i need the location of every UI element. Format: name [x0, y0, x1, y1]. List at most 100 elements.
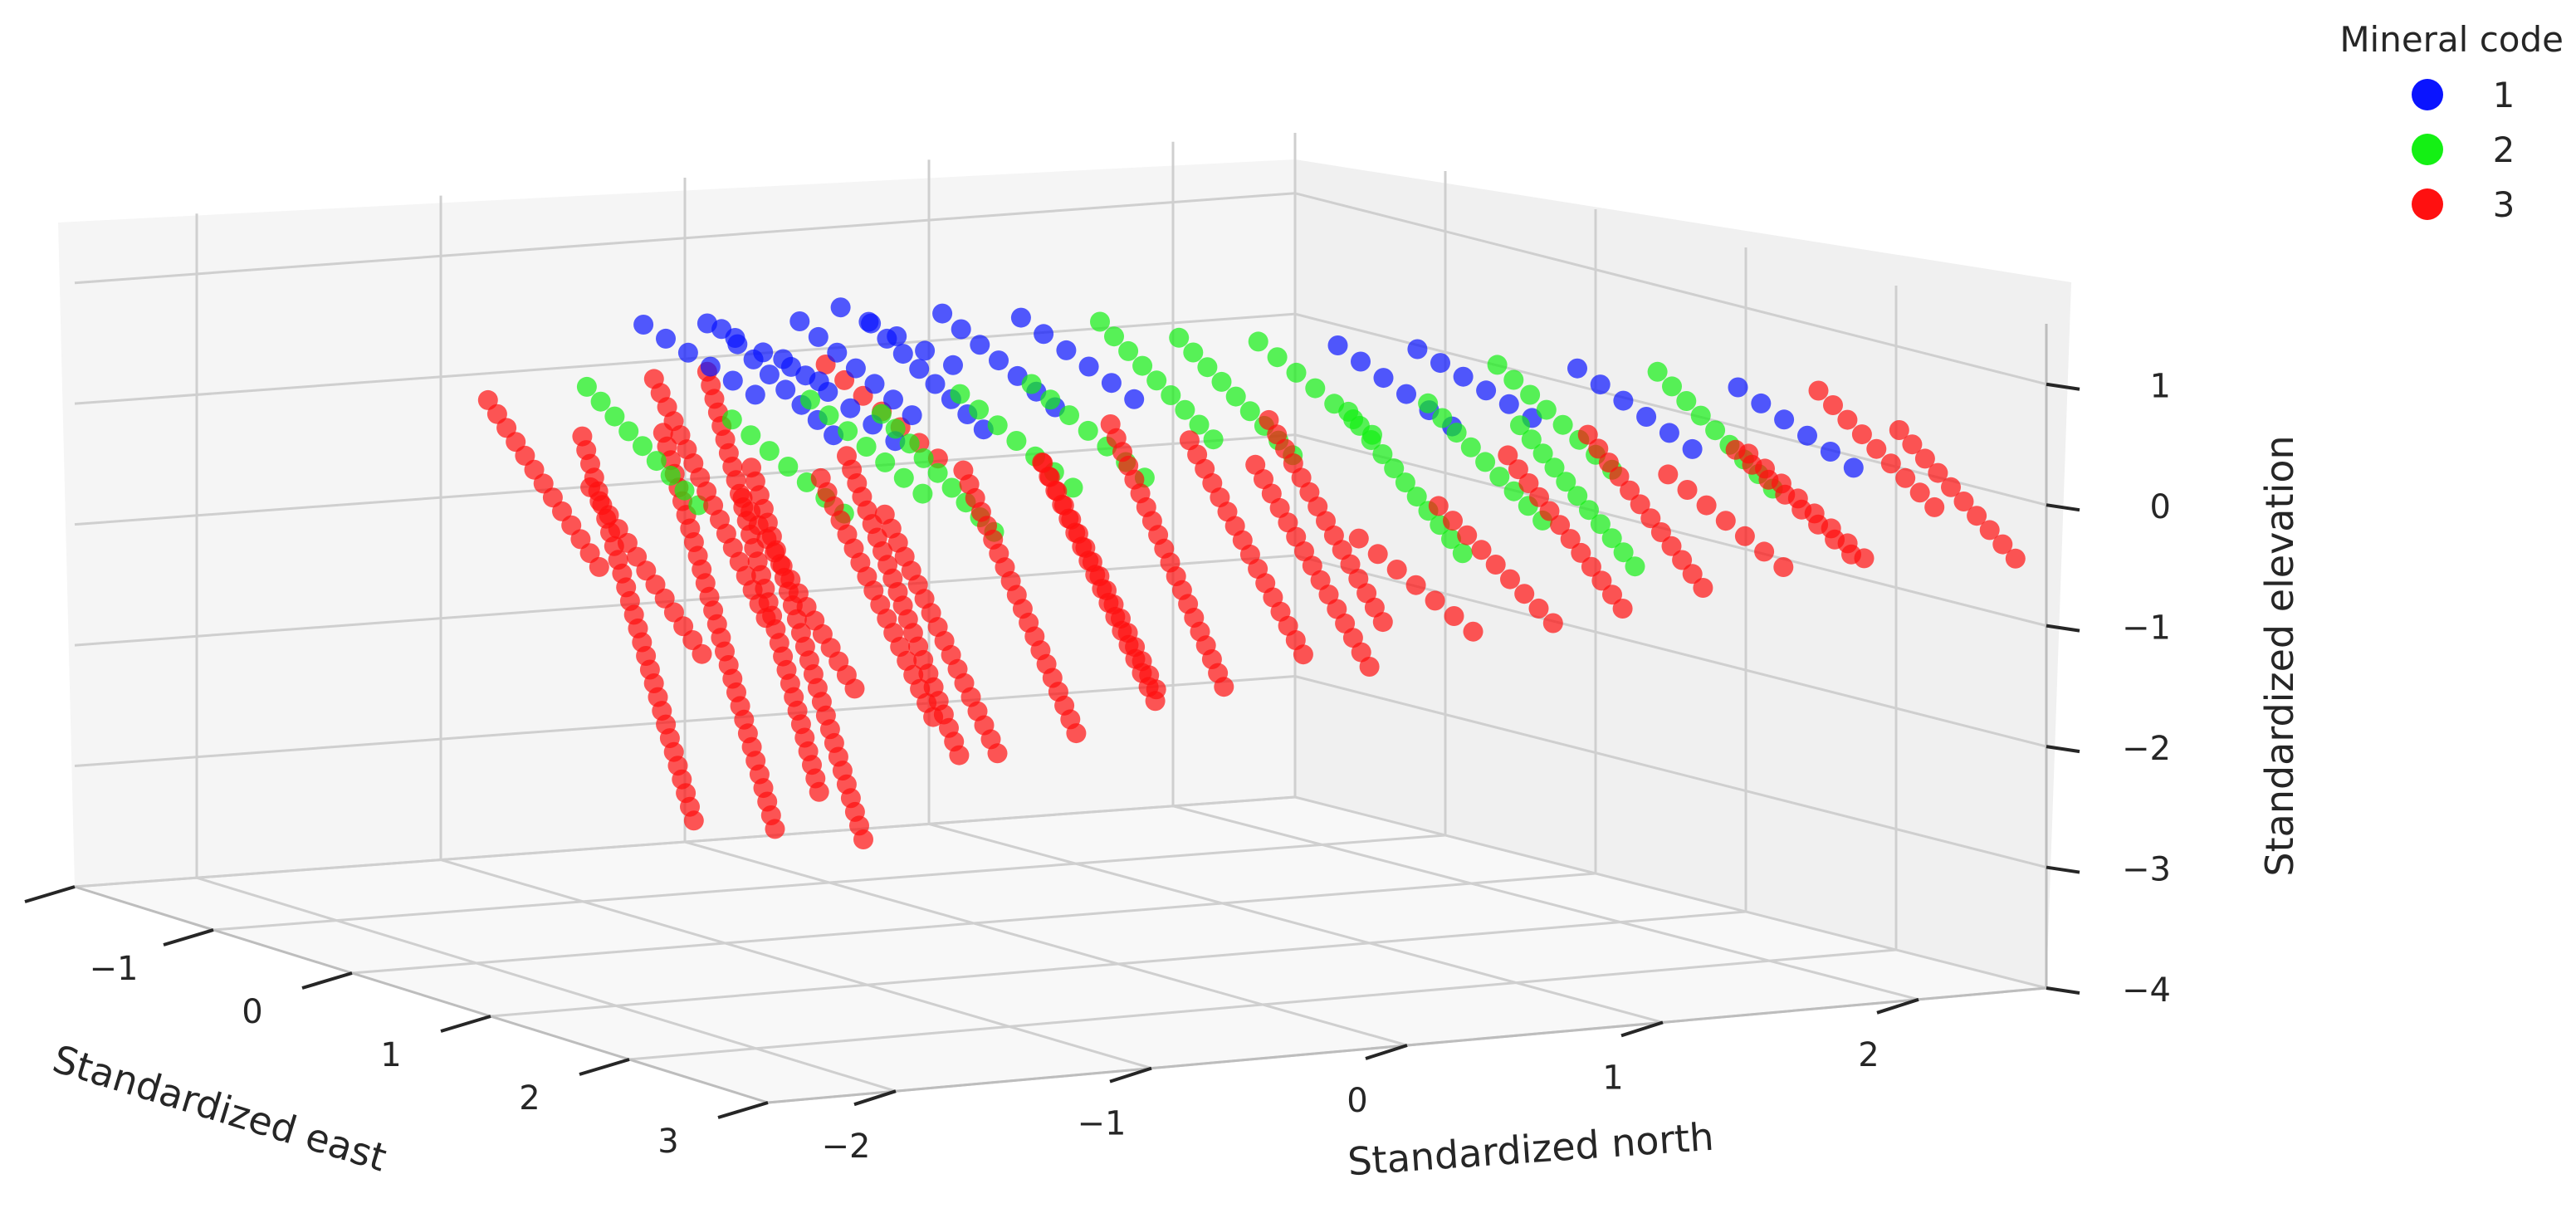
data-point — [808, 326, 829, 347]
data-point — [1078, 420, 1098, 441]
data-point — [1395, 472, 1415, 493]
data-point — [1542, 613, 1563, 634]
data-point — [700, 356, 721, 377]
data-point — [809, 781, 829, 802]
data-point — [778, 457, 799, 477]
data-point — [656, 328, 676, 349]
data-point — [1734, 526, 1755, 546]
x-tick-label: 3 — [657, 1123, 678, 1161]
data-point — [1630, 494, 1650, 515]
data-point — [1396, 384, 1416, 404]
data-point — [1532, 443, 1553, 464]
x-tick — [24, 885, 76, 903]
z-axis-title: Standardized elevation — [2257, 435, 2302, 876]
data-point — [1441, 529, 1461, 550]
data-point — [775, 379, 796, 400]
data-point — [1866, 438, 1887, 459]
data-point — [692, 643, 712, 664]
data-point — [1682, 564, 1703, 585]
z-tick — [2046, 865, 2080, 874]
data-point — [1590, 374, 1611, 395]
data-point — [1612, 599, 1633, 619]
data-point — [674, 480, 695, 501]
data-point — [1571, 542, 1591, 563]
data-point — [1808, 380, 1829, 401]
data-point — [683, 810, 704, 831]
z-tick — [2046, 745, 2080, 754]
data-point — [1444, 606, 1464, 626]
data-point — [590, 391, 611, 412]
data-point — [1825, 529, 1845, 550]
data-point — [1567, 486, 1588, 506]
data-point — [1808, 514, 1829, 535]
data-point — [1715, 511, 1736, 531]
data-point — [1609, 466, 1630, 487]
data-point — [1476, 380, 1497, 401]
data-point — [1556, 472, 1576, 492]
grid-line — [440, 859, 1152, 1070]
data-point — [1590, 514, 1611, 535]
data-point — [1843, 457, 1864, 478]
data-point — [1327, 599, 1347, 619]
z-tick — [2046, 986, 2080, 995]
data-point — [1471, 540, 1492, 560]
data-point — [1425, 590, 1445, 611]
data-point — [727, 334, 748, 355]
data-point — [1405, 575, 1426, 595]
data-point — [1661, 536, 1682, 556]
data-point — [1693, 578, 1713, 598]
data-point — [1386, 560, 1407, 580]
data-point — [1407, 339, 1428, 360]
grid-lines — [74, 133, 2048, 1104]
data-point — [633, 315, 654, 335]
data-point — [1261, 483, 1282, 504]
data-point — [1725, 439, 1746, 460]
data-point — [1841, 544, 1861, 565]
data-point — [899, 433, 920, 454]
legend-label-1: 1 — [2493, 75, 2515, 115]
y-tick-label: 1 — [1602, 1059, 1623, 1097]
data-point — [1418, 393, 1439, 413]
legend-marker-3 — [2412, 188, 2443, 220]
z-tick-label: 1 — [2150, 368, 2171, 406]
data-point — [1040, 389, 1061, 410]
data-point — [1598, 453, 1619, 473]
data-point — [1342, 628, 1363, 648]
data-point — [1487, 355, 1508, 375]
data-point — [932, 303, 953, 324]
axis-ticks — [24, 382, 2080, 1119]
data-point — [1340, 554, 1361, 575]
data-point — [1588, 438, 1609, 459]
data-point — [1446, 423, 1467, 443]
data-point — [765, 819, 785, 839]
data-point — [844, 678, 865, 699]
data-point — [1620, 480, 1640, 501]
data-point — [1775, 484, 1796, 505]
data-point — [1359, 657, 1380, 677]
data-point — [660, 465, 681, 486]
data-point — [1895, 467, 1916, 488]
data-point — [1063, 477, 1083, 498]
y-axis-title: Standardized north — [1347, 1114, 1715, 1185]
axis-edge — [74, 885, 769, 1104]
data-point — [909, 359, 930, 379]
data-point — [1034, 324, 1054, 345]
data-point — [1529, 487, 1549, 507]
data-point — [1797, 425, 1817, 446]
legend: Mineral code 1 2 3 — [2339, 19, 2564, 225]
data-point — [795, 365, 816, 386]
data-point — [1323, 525, 1344, 545]
data-point — [1581, 556, 1601, 577]
data-point — [633, 436, 653, 457]
data-point — [902, 405, 922, 426]
data-point — [1544, 457, 1565, 478]
data-point — [1146, 370, 1167, 391]
data-point — [1773, 557, 1794, 577]
data-point — [1498, 445, 1518, 466]
data-point — [1090, 311, 1110, 332]
data-point — [989, 350, 1009, 371]
data-point — [800, 389, 820, 410]
z-tick-label: −1 — [2122, 609, 2171, 648]
data-point — [1602, 585, 1622, 605]
